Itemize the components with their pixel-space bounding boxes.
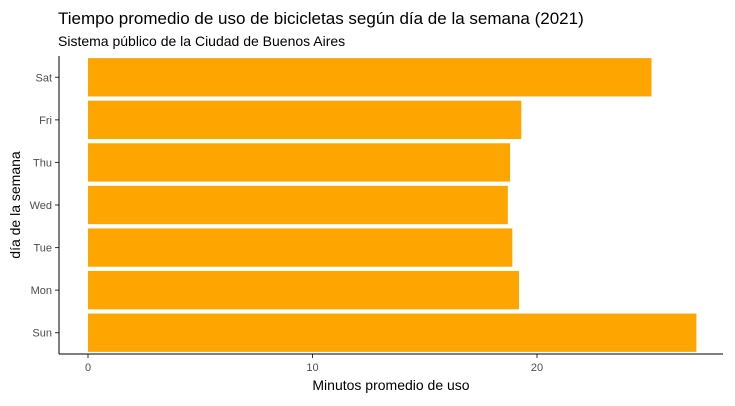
x-tick-label: 20: [531, 362, 543, 374]
bar-fri: [88, 100, 522, 140]
chart-title: Tiempo promedio de uso de bicicletas seg…: [58, 9, 584, 28]
bar-sun: [88, 313, 697, 352]
y-axis-ticks: Sun Mon Tue Wed Thu Fri Sat: [30, 72, 59, 340]
y-tick-label: Thu: [33, 157, 52, 169]
bars-group: [88, 58, 697, 352]
bar-mon: [88, 270, 520, 310]
chart-subtitle: Sistema público de la Ciudad de Buenos A…: [58, 33, 345, 49]
y-tick-label: Tue: [33, 243, 52, 255]
y-tick-label: Fri: [39, 115, 52, 127]
y-tick-label: Sun: [32, 328, 52, 340]
y-tick-label: Mon: [31, 285, 52, 297]
bar-tue: [88, 228, 513, 267]
bar-sat: [88, 58, 652, 97]
x-axis-ticks: 0 10 20: [85, 354, 543, 374]
x-tick-label: 0: [85, 362, 91, 374]
x-axis-label: Minutos promedio de uso: [312, 377, 469, 393]
y-tick-label: Wed: [30, 200, 52, 212]
y-axis-label: día de la semana: [7, 151, 23, 259]
bar-thu: [88, 143, 511, 182]
x-tick-label: 10: [306, 362, 318, 374]
bar-wed: [88, 185, 508, 225]
y-tick-label: Sat: [35, 72, 52, 84]
